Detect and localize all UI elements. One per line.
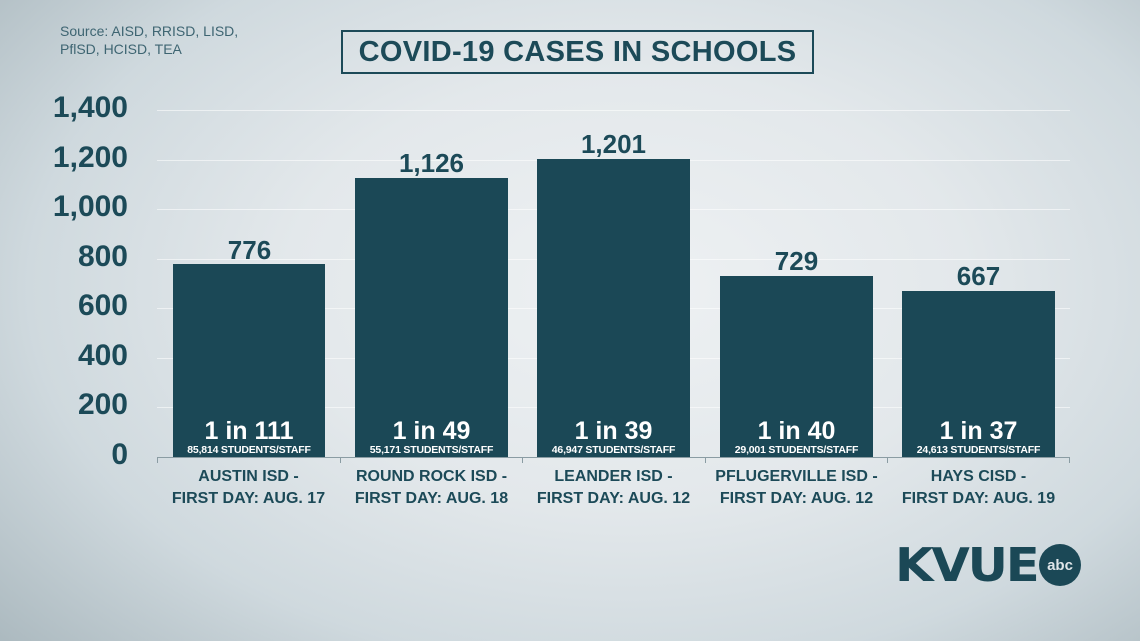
gridline-1400 [157, 110, 1070, 111]
bar-ratio: 1 in 37 [939, 417, 1018, 445]
bar-austin-isd: 1 in 111 85,814 STUDENTS/STAFF [173, 264, 325, 457]
x-axis-line [157, 457, 1070, 458]
y-tick-label: 200 [77, 388, 128, 421]
bar-value-label: 1,126 [398, 148, 465, 178]
x-label-line-2: FIRST DAY: AUG. 19 [901, 490, 1056, 507]
x-axis-tick [340, 457, 341, 463]
y-tick-label: 1,200 [52, 141, 128, 174]
bar-value-label: 776 [227, 235, 272, 265]
bar-round-rock-isd: 1 in 49 55,171 STUDENTS/STAFF [355, 178, 508, 457]
x-label-line-1: AUSTIN ISD - [198, 468, 299, 485]
x-label-line-1: ROUND ROCK ISD - [355, 468, 508, 485]
source-note: Source: AISD, RRISD, LISD, PflSD, HCISD,… [60, 22, 238, 58]
bar-population: 46,947 STUDENTS/STAFF [551, 444, 676, 456]
y-tick-label: 600 [77, 289, 128, 322]
bar-population: 24,613 STUDENTS/STAFF [916, 444, 1041, 456]
bar-value-label: 729 [774, 246, 819, 276]
x-label-line-1: LEANDER ISD - [554, 468, 673, 485]
kvue-wordmark: KVUE [895, 538, 1040, 592]
y-tick-label: 400 [77, 339, 128, 372]
x-label-line-1: HAYS CISD - [930, 468, 1027, 485]
x-label-round-rock-isd: ROUND ROCK ISD - FIRST DAY: AUG. 18 [340, 466, 523, 510]
x-label-pflugerville-isd: PFLUGERVILLE ISD - FIRST DAY: AUG. 12 [705, 466, 888, 510]
x-axis-tick [522, 457, 523, 463]
chart-title: COVID-19 CASES IN SCHOOLS [341, 30, 814, 74]
bar-population: 55,171 STUDENTS/STAFF [369, 444, 494, 456]
bar-population: 85,814 STUDENTS/STAFF [187, 444, 311, 456]
x-label-hays-cisd: HAYS CISD - FIRST DAY: AUG. 19 [887, 466, 1070, 510]
bar-ratio: 1 in 39 [574, 417, 653, 445]
x-label-line-1: PFLUGERVILLE ISD - [715, 468, 878, 485]
x-label-leander-isd: LEANDER ISD - FIRST DAY: AUG. 12 [522, 466, 705, 510]
x-label-line-2: FIRST DAY: AUG. 17 [171, 490, 326, 507]
kvue-abc-logo: KVUE abc [895, 538, 1082, 592]
bar-ratio: 1 in 111 [204, 417, 294, 445]
bar-leander-isd: 1 in 39 46,947 STUDENTS/STAFF [537, 159, 690, 457]
bar-value-label: 667 [956, 261, 1001, 291]
x-label-austin-isd: AUSTIN ISD - FIRST DAY: AUG. 17 [157, 466, 340, 510]
bar-pflugerville-isd: 1 in 40 29,001 STUDENTS/STAFF [720, 276, 873, 457]
x-axis-tick [705, 457, 706, 463]
bar-ratio: 1 in 49 [392, 417, 471, 445]
x-label-line-2: FIRST DAY: AUG. 18 [354, 490, 509, 507]
source-line-2: PflSD, HCISD, TEA [60, 41, 182, 57]
y-tick-label: 1,400 [52, 91, 128, 124]
x-label-line-2: FIRST DAY: AUG. 12 [536, 490, 691, 507]
y-tick-label: 0 [111, 438, 128, 471]
x-axis-tick [1069, 457, 1070, 463]
abc-circle-icon: abc [1039, 544, 1082, 586]
bar-ratio: 1 in 40 [757, 417, 836, 445]
y-tick-label: 800 [77, 240, 128, 273]
bar-hays-cisd: 1 in 37 24,613 STUDENTS/STAFF [902, 291, 1055, 457]
x-label-line-2: FIRST DAY: AUG. 12 [719, 490, 874, 507]
source-line-1: Source: AISD, RRISD, LISD, [60, 23, 239, 39]
x-axis-tick [157, 457, 158, 463]
x-axis-tick [887, 457, 888, 463]
y-tick-label: 1,000 [52, 190, 128, 223]
bar-value-label: 1,201 [580, 129, 647, 159]
bar-population: 29,001 STUDENTS/STAFF [734, 444, 859, 456]
